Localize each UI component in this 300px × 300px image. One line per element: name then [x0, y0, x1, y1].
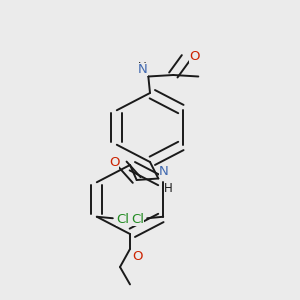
Text: H: H — [138, 61, 147, 74]
Text: Cl: Cl — [131, 213, 144, 226]
Text: N: N — [138, 63, 148, 76]
Text: O: O — [109, 156, 119, 170]
Text: O: O — [133, 250, 143, 262]
Text: N: N — [159, 165, 169, 178]
Text: O: O — [189, 50, 200, 63]
Text: N: N — [138, 63, 148, 76]
Text: H: H — [164, 182, 172, 195]
Text: Cl: Cl — [116, 213, 129, 226]
Text: O: O — [189, 50, 200, 63]
